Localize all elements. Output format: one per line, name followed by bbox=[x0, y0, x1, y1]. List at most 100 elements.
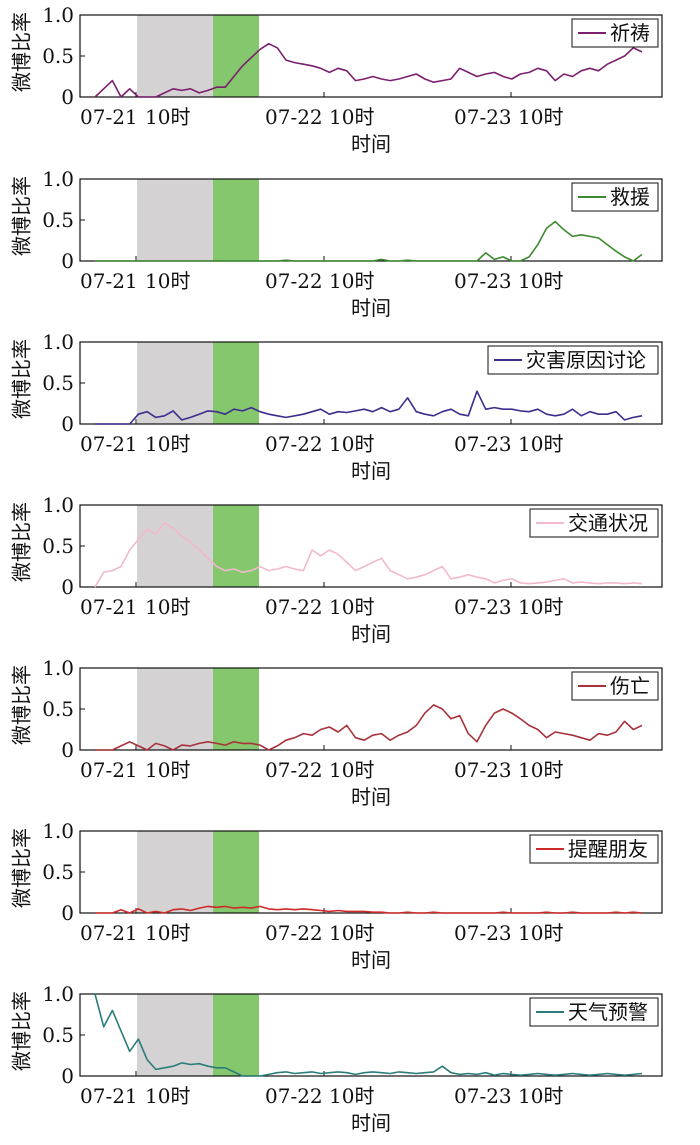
x-tick-label: 10时 bbox=[145, 269, 190, 293]
legend-label: 交通状况 bbox=[568, 511, 648, 535]
chart-svg: 0 0.5 1.0 07-21 10时 07-22 10时 07-23 10时 交通状况 bbox=[42, 493, 663, 619]
y-tick-label: 0 bbox=[61, 575, 74, 599]
legend-label: 伤亡 bbox=[610, 674, 650, 698]
legend-label: 天气预警 bbox=[568, 1000, 648, 1024]
x-tick-label: 07-23 10时 bbox=[454, 758, 563, 782]
chart-panel: 0 0.5 1.0 07-21 10时 07-22 10时 07-23 10时 交通状况 微博比… bbox=[0, 490, 700, 654]
x-tick-label: 07-22 10时 bbox=[265, 1084, 374, 1108]
y-tick-label: 0 bbox=[61, 1064, 74, 1088]
y-axis-label: 微博比率 bbox=[9, 339, 34, 419]
y-axis-label: 微博比率 bbox=[9, 991, 34, 1071]
y-axis-label: 微博比率 bbox=[9, 12, 34, 92]
chart-svg: 0 0.5 1.0 07-21 10时 07-22 10时 07-23 10时 提醒朋友 bbox=[42, 819, 663, 945]
chart-panel: 0 0.5 1.0 07-21 10时 07-22 10时 07-23 10时 提醒朋友 微博比… bbox=[0, 816, 700, 980]
x-tick-label: 07-22 10时 bbox=[265, 105, 374, 129]
gray-band bbox=[137, 342, 213, 424]
y-axis-label: 微博比率 bbox=[9, 665, 34, 745]
chart-panel: 0 0.5 1.0 07-21 10时 07-22 10时 07-23 10时 灾害原因讨论 微… bbox=[0, 327, 700, 491]
chart-svg: 0 0.5 1.0 07-21 10时 07-22 10时 07-23 10时 灾害原因讨论 bbox=[42, 330, 663, 456]
green-band bbox=[213, 15, 259, 97]
series-line bbox=[95, 220, 643, 262]
x-tick-label: 07-21 bbox=[80, 105, 138, 129]
y-axis-label-wrap: 微博比率 bbox=[0, 979, 40, 1099]
legend-label: 救援 bbox=[610, 185, 650, 209]
series-line bbox=[94, 42, 643, 98]
y-tick-label: 0.5 bbox=[42, 208, 74, 232]
x-tick-label: 07-21 bbox=[80, 1084, 138, 1108]
y-tick-label: 0 bbox=[61, 412, 74, 436]
series-line bbox=[95, 390, 643, 425]
chart-svg: 0 0.5 1.0 07-21 10时 07-22 10时 07-23 10时 祈祷 bbox=[42, 3, 663, 129]
gray-band bbox=[137, 179, 213, 261]
green-band bbox=[213, 994, 259, 1076]
y-tick-label: 1.0 bbox=[42, 167, 74, 191]
y-axis-label: 微博比率 bbox=[9, 502, 34, 582]
y-axis-label-wrap: 微博比率 bbox=[0, 816, 40, 936]
legend-label: 祈祷 bbox=[610, 21, 650, 45]
series-line bbox=[94, 522, 643, 588]
y-axis-label-wrap: 微博比率 bbox=[0, 164, 40, 284]
chart-panel: 0 0.5 1.0 07-21 10时 07-22 10时 07-23 10时 祈祷 微博比率时… bbox=[0, 0, 700, 164]
y-tick-label: 1.0 bbox=[42, 982, 74, 1006]
x-tick-label: 07-23 10时 bbox=[454, 921, 563, 945]
y-axis-label-wrap: 微博比率 bbox=[0, 490, 40, 610]
gray-band bbox=[137, 505, 213, 587]
y-tick-label: 0 bbox=[61, 738, 74, 762]
x-tick-label: 10时 bbox=[145, 1084, 190, 1108]
y-tick-label: 1.0 bbox=[42, 819, 74, 843]
green-band bbox=[213, 179, 259, 261]
chart-panel: 0 0.5 1.0 07-21 10时 07-22 10时 07-23 10时 伤亡 微博比率时… bbox=[0, 653, 700, 817]
chart-panel: 0 0.5 1.0 07-21 10时 07-22 10时 07-23 10时 救援 微博比率时… bbox=[0, 164, 700, 328]
x-tick-label: 10时 bbox=[145, 921, 190, 945]
x-tick-label: 07-22 10时 bbox=[265, 921, 374, 945]
chart-panel: 0 0.5 1.0 07-21 10时 07-22 10时 07-23 10时 天气预警 微博比… bbox=[0, 979, 700, 1143]
y-tick-label: 0 bbox=[61, 249, 74, 273]
y-tick-label: 0 bbox=[61, 901, 74, 925]
gray-band bbox=[137, 831, 213, 913]
legend-label: 灾害原因讨论 bbox=[526, 348, 646, 372]
chart-svg: 0 0.5 1.0 07-21 10时 07-22 10时 07-23 10时 救援 bbox=[42, 167, 663, 293]
x-tick-label: 10时 bbox=[145, 758, 190, 782]
y-tick-label: 1.0 bbox=[42, 656, 74, 680]
x-tick-label: 07-23 10时 bbox=[454, 105, 563, 129]
y-tick-label: 1.0 bbox=[42, 3, 74, 27]
chart-svg: 0 0.5 1.0 07-21 10时 07-22 10时 07-23 10时 天气预警 bbox=[42, 982, 663, 1108]
x-tick-label: 07-21 bbox=[80, 921, 138, 945]
gray-band bbox=[137, 668, 213, 750]
y-tick-label: 0.5 bbox=[42, 44, 74, 68]
y-tick-label: 0.5 bbox=[42, 534, 74, 558]
legend-label: 提醒朋友 bbox=[568, 837, 648, 861]
y-tick-label: 1.0 bbox=[42, 330, 74, 354]
green-band bbox=[213, 668, 259, 750]
x-axis-label: 时间 bbox=[351, 459, 391, 483]
y-tick-label: 0.5 bbox=[42, 1023, 74, 1047]
y-tick-label: 0.5 bbox=[42, 860, 74, 884]
x-tick-label: 07-21 bbox=[80, 269, 138, 293]
x-axis-label: 时间 bbox=[351, 622, 391, 646]
x-axis-label: 时间 bbox=[351, 296, 391, 320]
gray-band bbox=[137, 15, 213, 97]
y-axis-label-wrap: 微博比率 bbox=[0, 653, 40, 773]
chart-svg: 0 0.5 1.0 07-21 10时 07-22 10时 07-23 10时 伤亡 bbox=[42, 656, 663, 782]
y-tick-label: 1.0 bbox=[42, 493, 74, 517]
x-axis-label: 时间 bbox=[351, 948, 391, 972]
y-axis-label: 微博比率 bbox=[9, 176, 34, 256]
x-tick-label: 10时 bbox=[145, 105, 190, 129]
x-tick-label: 07-23 10时 bbox=[454, 1084, 563, 1108]
x-tick-label: 07-23 10时 bbox=[454, 595, 563, 619]
series-line bbox=[94, 993, 643, 1077]
x-tick-label: 10时 bbox=[145, 432, 190, 456]
x-tick-label: 07-22 10时 bbox=[265, 758, 374, 782]
x-tick-label: 07-21 bbox=[80, 432, 138, 456]
series-line bbox=[95, 905, 643, 914]
green-band bbox=[213, 505, 259, 587]
x-tick-label: 07-23 10时 bbox=[454, 432, 563, 456]
x-tick-label: 07-22 10时 bbox=[265, 432, 374, 456]
x-axis-label: 时间 bbox=[351, 785, 391, 809]
x-axis-label: 时间 bbox=[351, 1111, 391, 1135]
x-tick-label: 07-21 bbox=[80, 595, 138, 619]
green-band bbox=[213, 342, 259, 424]
y-axis-label-wrap: 微博比率 bbox=[0, 327, 40, 447]
y-axis-label-wrap: 微博比率 bbox=[0, 0, 40, 120]
